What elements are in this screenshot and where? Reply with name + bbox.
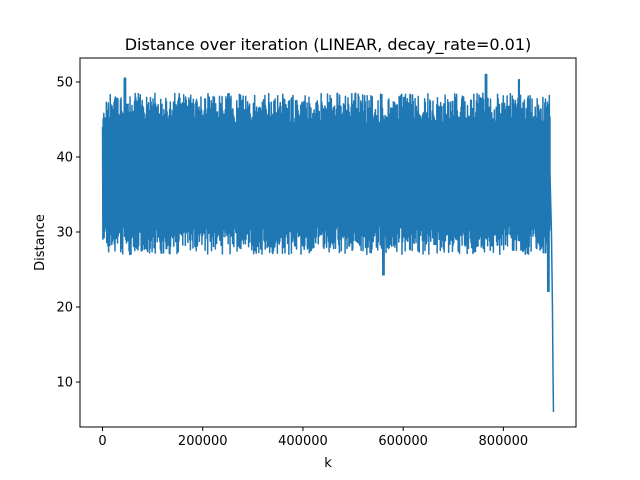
y-axis: 10 20 30 40 50 xyxy=(56,76,80,391)
x-axis: 0 200000 400000 600000 800000 xyxy=(98,427,528,449)
y-tick-label: 10 xyxy=(56,376,73,391)
x-tick-label: 0 xyxy=(98,434,106,449)
series-line xyxy=(101,73,555,413)
x-axis-title: k xyxy=(324,456,332,471)
x-tick-label: 200000 xyxy=(178,434,228,449)
plot-frame xyxy=(79,57,577,428)
y-tick-label: 50 xyxy=(56,76,73,91)
x-tick-label: 600000 xyxy=(378,434,428,449)
x-tick-label: 400000 xyxy=(278,434,328,449)
y-axis-title: Distance xyxy=(33,214,48,271)
series-layer xyxy=(101,73,555,413)
y-tick-label: 20 xyxy=(56,301,73,316)
y-tick-label: 40 xyxy=(56,151,73,166)
chart-title: Distance over iteration (LINEAR, decay_r… xyxy=(125,35,532,55)
y-tick-label: 30 xyxy=(56,226,73,241)
x-tick-label: 800000 xyxy=(479,434,529,449)
